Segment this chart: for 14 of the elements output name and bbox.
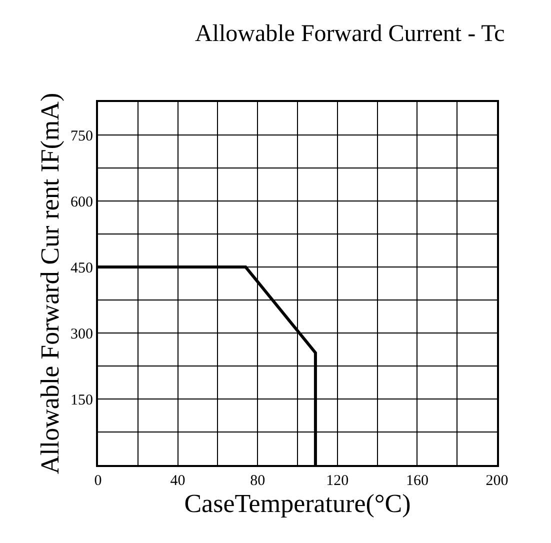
x-tick-label: 200 [486, 473, 508, 489]
x-tick-label: 80 [250, 473, 266, 489]
chart-title: Allowable Forward Current - Tc [194, 21, 505, 48]
x-tick-label: 40 [170, 473, 186, 489]
y-tick-label: 300 [70, 326, 93, 342]
x-tick-label: 120 [326, 473, 349, 489]
y-tick-label: 150 [70, 392, 93, 408]
x-tick-label: 0 [94, 473, 102, 489]
x-axis-title: CaseTemperature(°C) [184, 489, 411, 518]
y-axis-title: Allowable Forward Cur rent IF(mA) [35, 92, 64, 474]
x-tick-label: 160 [406, 473, 428, 489]
y-tick-label: 600 [70, 194, 93, 210]
y-tick-label: 450 [70, 260, 93, 276]
y-tick-label: 750 [70, 128, 93, 144]
